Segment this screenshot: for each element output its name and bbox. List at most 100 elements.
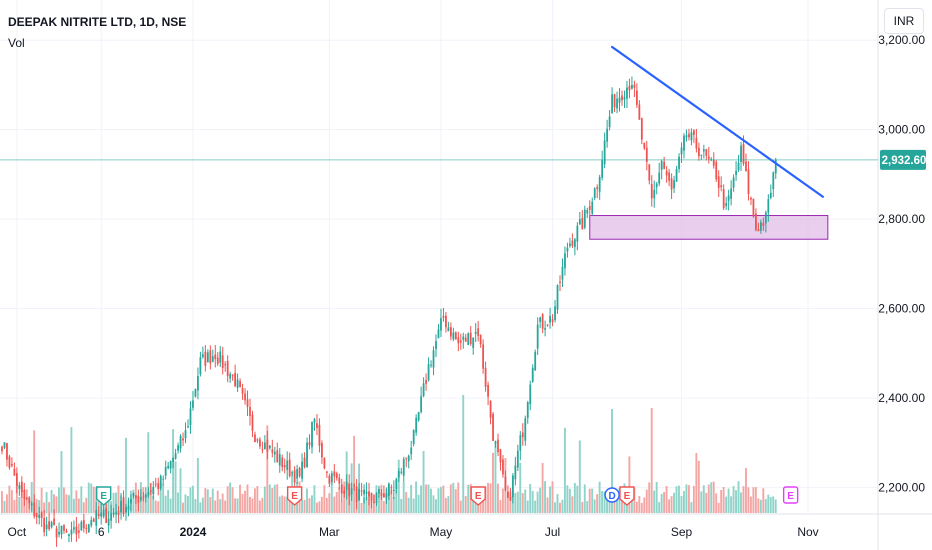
volume-bar [740,492,742,513]
candle-body [211,356,214,362]
candle-body [298,467,301,477]
candle-body [578,219,581,225]
candle-body [85,527,88,530]
volume-indicator-label[interactable]: Vol [8,36,25,50]
candle-body [596,187,599,189]
candle-body [13,468,16,476]
candle-body [216,357,219,364]
candle-body [591,201,594,214]
earnings-icon [470,486,486,506]
candle-body [633,84,636,88]
candle-body [611,94,613,114]
volume-bar [737,481,740,513]
candle-body [340,484,343,494]
candle-body [494,441,497,444]
descending-trendline[interactable] [610,45,824,198]
candle-body [35,513,38,518]
candle-body [397,471,400,478]
volume-bar [467,484,470,513]
volume-bar [593,499,596,513]
candle-body [559,281,561,284]
volume-bar [25,489,28,513]
candle-body [20,481,23,493]
candle-body [112,512,115,515]
earnings-marker[interactable]: E [95,486,112,506]
volume-bar [191,485,194,513]
volume-bar [144,493,147,513]
candle-body [437,329,440,339]
candle-body [11,464,13,466]
candles [1,76,777,547]
candle-body [601,160,604,178]
volume-bar [464,496,467,513]
volume-bar [556,494,559,513]
price-axis[interactable]: 3,200.00 3,000.00 2,800.00 2,600.00 2,400.00… [878,33,925,494]
candle-body [598,177,601,192]
candle-body [115,512,117,515]
volume-bar [462,395,465,513]
volume-bar [249,496,251,513]
candle-body [697,147,700,157]
volume-bar [754,487,757,513]
candle-body [70,529,73,535]
volume-bar [745,468,747,513]
volume-bar [397,459,400,513]
volume-bar [167,489,170,513]
candle-body [737,162,740,171]
candle-body [730,188,733,199]
candle-body [234,372,237,387]
volume-bar [196,458,199,513]
candle-body [643,142,646,149]
volume-bar [772,496,775,513]
candle-body [705,149,708,156]
candle-body [747,169,750,194]
candle-body [693,130,695,136]
candle-body [206,352,209,363]
volume-bar [55,496,58,513]
candle-body [127,505,130,510]
earnings-marker[interactable]: E [470,486,486,506]
volume-bar [229,482,232,513]
support-zone-rectangle[interactable] [589,215,829,240]
volume-bar [50,490,53,513]
volume-bar [650,408,653,513]
earnings-marker[interactable]: E [619,486,635,506]
candle-body [368,491,370,497]
candle-body [648,164,651,181]
candle-body [209,350,212,364]
candle-body [152,487,155,495]
volume-bar [251,498,254,513]
candle-body [688,133,690,138]
candle-body [764,212,767,224]
volume-bar [147,432,150,513]
earnings-marker[interactable]: E [782,486,799,504]
support-zone-layer[interactable] [589,215,829,240]
candle-body [343,490,346,495]
candle-body [350,488,353,495]
candle-body [725,203,728,206]
candle-body [670,178,673,190]
event-marker-letter: E [475,491,482,502]
candle-body [571,240,574,246]
candle-body [519,435,522,451]
trendline-layer[interactable] [610,45,824,198]
candle-body [554,306,556,320]
dividend-marker[interactable]: D [604,487,620,503]
candle-body [479,334,482,345]
currency-selector[interactable]: INR [884,8,924,34]
candle-body [581,217,584,230]
volume-bar [159,481,162,513]
candle-body [261,449,264,451]
volume-bar [541,463,544,513]
time-tick-label: 2024 [180,525,207,539]
candle-body [678,156,680,170]
volume-bar [536,491,539,513]
candle-body [628,85,631,91]
volume-bar [241,493,244,513]
earnings-marker[interactable]: E [286,486,303,506]
candle-body [464,337,467,342]
time-axis[interactable]: Oct 6 2024 Mar May Jul Sep Nov [8,525,819,539]
